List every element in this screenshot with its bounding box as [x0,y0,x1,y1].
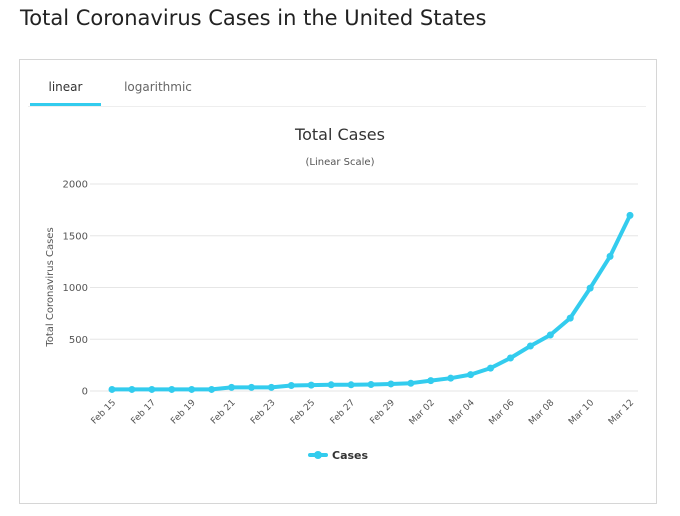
x-tick-label: Feb 27 [329,398,357,426]
data-point[interactable] [307,381,315,389]
x-tick-label: Feb 15 [90,398,118,426]
data-point[interactable] [626,211,634,219]
x-tick-label: Feb 19 [169,398,198,427]
x-tick-label: Feb 21 [209,398,237,426]
x-tick-label: Mar 02 [408,398,437,427]
data-point[interactable] [247,383,255,391]
chart-panel: linear logarithmic Total Cases (Linear S… [19,59,657,504]
data-point[interactable] [188,385,196,393]
data-point[interactable] [606,252,614,260]
data-point[interactable] [387,380,395,388]
data-point[interactable] [526,342,534,350]
data-point[interactable] [546,331,554,339]
x-tick-label: Mar 04 [448,398,477,427]
y-axis-label: Total Coronavirus Cases [45,227,56,347]
data-point[interactable] [447,374,455,382]
series-line [110,213,632,392]
x-tick-label: Mar 12 [607,398,636,427]
legend-marker [314,451,322,459]
y-tick-label: 1000 [63,283,88,294]
series-cases [108,211,634,393]
grid-lines [90,183,638,392]
x-tick-labels: Feb 15 Feb 17 Feb 19 Feb 21 Feb 23 Feb 25 Feb … [90,398,636,427]
data-point[interactable] [347,381,355,389]
x-tick-label: Mar 06 [487,398,516,427]
data-point[interactable] [467,371,475,379]
tab-logarithmic[interactable]: logarithmic [124,80,192,94]
data-point[interactable] [367,380,375,388]
y-tick-label: 0 [82,387,88,398]
chart-subtitle: (Linear Scale) [306,157,375,168]
data-point[interactable] [287,382,295,390]
x-tick-label: Feb 25 [289,398,317,426]
y-tick-labels: 0 500 1000 1500 2000 [63,180,88,398]
x-tick-label: Mar 08 [527,398,556,427]
data-point[interactable] [427,377,435,385]
line-chart: Total Cases (Linear Scale) Total Coronav… [45,125,638,462]
data-point[interactable] [128,385,136,393]
data-point[interactable] [487,364,495,372]
x-tick-label: Mar 10 [567,398,596,427]
scale-tabs: linear logarithmic [28,70,646,107]
data-point[interactable] [228,383,236,391]
y-tick-label: 2000 [63,180,88,191]
x-tick-label: Feb 23 [249,398,277,426]
y-tick-label: 1500 [63,231,88,242]
data-point[interactable] [327,381,335,389]
data-point[interactable] [148,385,156,393]
data-point[interactable] [108,385,116,393]
data-point[interactable] [267,383,275,391]
x-tick-label: Feb 17 [130,398,158,426]
data-point[interactable] [586,284,594,292]
tab-linear[interactable]: linear [30,70,101,106]
page-title: Total Coronavirus Cases in the United St… [20,6,487,30]
data-point[interactable] [566,314,574,322]
legend-label-cases: Cases [332,449,369,462]
data-point[interactable] [168,385,176,393]
x-tick-label: Feb 29 [369,398,398,427]
data-point[interactable] [208,385,216,393]
y-tick-label: 500 [69,335,88,346]
chart-title: Total Cases [294,125,385,144]
data-point[interactable] [407,379,415,387]
legend[interactable]: Cases [308,449,369,462]
data-point[interactable] [506,354,514,362]
